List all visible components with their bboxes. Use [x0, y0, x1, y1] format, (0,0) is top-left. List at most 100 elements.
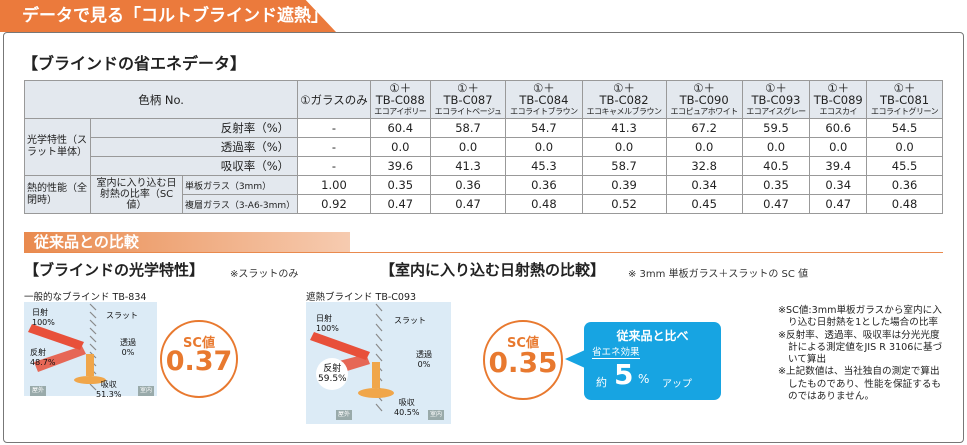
cell: 0.47	[429, 194, 507, 214]
cell: 40.5	[741, 156, 811, 176]
cell: 0.0	[505, 137, 583, 157]
content-frame	[3, 32, 964, 443]
refl-label: 反射 48.7%	[30, 348, 56, 367]
data-section-title: 【ブラインドの省エネデータ】	[22, 54, 247, 73]
cell: 0.35	[369, 175, 431, 195]
cell: 0.47	[809, 194, 868, 214]
sun-arrow	[28, 324, 84, 350]
glass-only-header: ①ガラスのみ	[297, 80, 371, 119]
cell: -	[297, 137, 371, 157]
outside-tag: 屋外	[336, 410, 353, 420]
slat-label: スラット	[106, 311, 138, 320]
right-sc-value: 0.35	[488, 346, 558, 379]
left-caption: 一般的なブラインド TB-834	[24, 292, 147, 303]
left-sc-value: 0.37	[165, 346, 233, 377]
left-sc-label: SC値	[183, 336, 215, 351]
cell: 54.7	[505, 118, 583, 138]
cell: 0.0	[429, 137, 507, 157]
row-label: 単板ガラス（3mm）	[181, 175, 299, 195]
product-header: ①＋ TB-C090 エコピュアホワイト	[665, 80, 743, 119]
row-label: 吸収率（%）	[89, 156, 299, 176]
cell: 0.45	[665, 194, 743, 214]
optical-title: 【ブラインドの光学特性】	[24, 261, 205, 279]
cell: 0.0	[665, 137, 743, 157]
product-header: ①＋ TB-C093 エコアイスグレー	[741, 80, 811, 119]
cell: 0.52	[581, 194, 667, 214]
cell: -	[297, 156, 371, 176]
product-header: ①＋ TB-C082 エコキャメルブラウン	[581, 80, 667, 119]
heat-note: ※ 3mm 単板ガラス＋スラットの SC 値	[628, 269, 809, 280]
refl-label: 反射 59.5%	[318, 364, 347, 384]
absorb-plate	[358, 388, 394, 398]
cell: 58.7	[429, 118, 507, 138]
thermal-group-label: 熱的性能（全閉時）	[24, 175, 91, 214]
cell: 45.3	[505, 156, 583, 176]
cell: -	[297, 118, 371, 138]
heat-title: 【室内に入り込む日射熱の比較】	[380, 261, 606, 279]
right-sc-circle	[483, 320, 563, 400]
right-caption: 遮熱ブラインド TB-C093	[306, 292, 417, 303]
right-sc-label: SC値	[507, 336, 539, 351]
right-diagram: 日射 100% スラット 透過 0% 反射 59.5% 吸収 40.5% 屋外 室内	[306, 302, 451, 424]
sun-label: 日射 100%	[316, 314, 339, 333]
cell: 59.5	[741, 118, 811, 138]
cell: 0.0	[581, 137, 667, 157]
product-header: ①＋ TB-C089 エコスカイ	[809, 80, 868, 119]
slat-label: スラット	[394, 316, 426, 325]
abs-label: 吸収 51.3%	[96, 380, 122, 399]
callout-line1: 従来品と比べ	[616, 329, 689, 343]
row-label: 複層ガラス（3-A6-3mm）	[181, 194, 299, 214]
cell: 0.36	[505, 175, 583, 195]
left-diagram: 日射 100% スラット 透過 0% 反射 48.7% 吸収 51.3% 屋外 室内	[24, 302, 157, 399]
left-diagram-graphic	[28, 303, 106, 391]
comparison-divider	[24, 252, 943, 253]
footnote: ※上記数値は、当社独自の測定で算出したものであり、性能を保証するものではありませ…	[778, 366, 942, 403]
section-tab: データで見る「コルトブラインド遮熱」	[0, 0, 336, 32]
cell: 58.7	[581, 156, 667, 176]
callout-box: 従来品と比べ 省エネ効果 約 5 % アップ	[584, 322, 721, 400]
cell: 60.6	[809, 118, 868, 138]
trans-label: 透過 0%	[120, 338, 136, 357]
optical-group-label: 光学特性（スラット単体）	[24, 118, 91, 176]
callout-unit: %	[638, 372, 650, 386]
cell: 0.39	[581, 175, 667, 195]
thermal-sub-label: 室内に入り込む日射熱の比率（SC 値）	[90, 175, 183, 214]
product-header: ①＋ TB-C081 エコライトグリーン	[866, 80, 943, 119]
inside-tag: 室内	[138, 386, 155, 396]
callout-tag: 省エネ効果	[592, 344, 640, 359]
cell: 0.0	[369, 137, 431, 157]
cell: 60.4	[369, 118, 431, 138]
cell: 0.0	[809, 137, 868, 157]
cell: 0.48	[866, 194, 943, 214]
cell: 54.5	[866, 118, 943, 138]
cell: 0.34	[665, 175, 743, 195]
sun-label: 日射 100%	[32, 308, 55, 327]
right-diagram-graphic	[310, 303, 394, 412]
callout-post: アップ	[662, 379, 692, 390]
cell: 67.2	[665, 118, 743, 138]
cell: 0.34	[809, 175, 868, 195]
cell: 0.92	[297, 194, 371, 214]
color-no-header: 色柄 No.	[23, 80, 299, 119]
cell: 41.3	[429, 156, 507, 176]
cell: 1.00	[297, 175, 371, 195]
cell: 0.0	[741, 137, 811, 157]
absorb-stem	[372, 362, 380, 388]
cell: 41.3	[581, 118, 667, 138]
footnote: ※反射率、透過率、吸収率は分光光度計による測定値をJIS R 3106に基づいて…	[778, 329, 943, 366]
cell: 0.47	[369, 194, 431, 214]
cell: 45.5	[866, 156, 943, 176]
absorb-plate	[74, 376, 106, 384]
inside-tag: 室内	[428, 410, 445, 420]
cell: 0.48	[505, 194, 583, 214]
comparison-band: 従来品との比較	[24, 232, 350, 252]
absorb-stem	[86, 354, 94, 376]
abs-label: 吸収 40.5%	[394, 398, 420, 417]
cell: 0.0	[866, 137, 943, 157]
reflect-arrow	[34, 346, 86, 372]
product-header: ①＋ TB-C088 エコアイボリー	[369, 80, 431, 119]
row-label: 透過率（%）	[89, 137, 299, 157]
callout-pointer	[565, 350, 585, 368]
callout-pre: 約	[596, 376, 607, 389]
product-header: ①＋ TB-C087 エコライトベージュ	[429, 80, 507, 119]
